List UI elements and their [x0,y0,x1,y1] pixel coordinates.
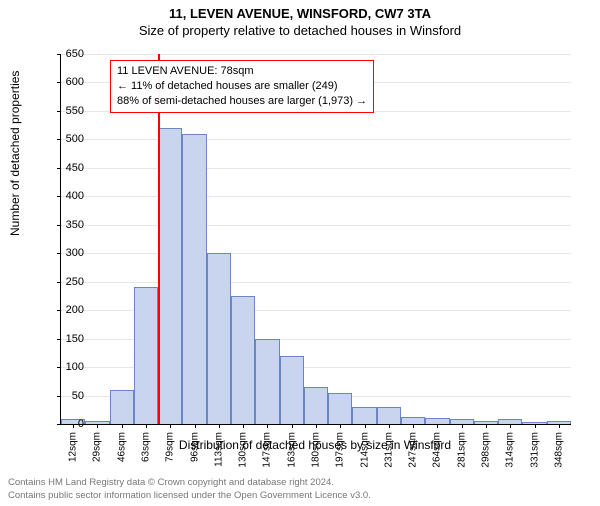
xtick-mark [486,424,487,428]
ytick-label: 350 [44,219,84,231]
annotation-box: 11 LEVEN AVENUE: 78sqm ← 11% of detached… [110,60,374,113]
histogram-bar [134,287,158,424]
xtick-mark [535,424,536,428]
gridline [61,225,571,226]
ytick-label: 50 [44,390,84,402]
ytick-label: 550 [44,105,84,117]
histogram-bar [231,296,255,424]
ytick-label: 400 [44,190,84,202]
xtick-mark [243,424,244,428]
chart-container: 11, LEVEN AVENUE, WINSFORD, CW7 3TA Size… [0,6,600,506]
gridline [61,282,571,283]
xtick-mark [316,424,317,428]
ytick-label: 600 [44,76,84,88]
xtick-mark [365,424,366,428]
histogram-bar [401,417,425,424]
gridline [61,168,571,169]
title-subtitle: Size of property relative to detached ho… [0,23,600,38]
xtick-mark [292,424,293,428]
histogram-bar [352,407,376,424]
x-axis-label: Distribution of detached houses by size … [60,438,570,452]
histogram-bar [158,128,182,424]
footer-attribution: Contains HM Land Registry data © Crown c… [8,477,371,502]
histogram-bar [207,253,231,424]
histogram-bar [182,134,206,424]
ytick-label: 450 [44,162,84,174]
xtick-mark [219,424,220,428]
xtick-mark [559,424,560,428]
xtick-mark [195,424,196,428]
title-address: 11, LEVEN AVENUE, WINSFORD, CW7 3TA [0,6,600,21]
xtick-mark [340,424,341,428]
xtick-mark [97,424,98,428]
xtick-mark [413,424,414,428]
xtick-mark [389,424,390,428]
plot-area: 12sqm29sqm46sqm63sqm79sqm96sqm113sqm130s… [60,54,570,424]
gridline [61,196,571,197]
ytick-label: 0 [44,418,84,430]
ytick-label: 650 [44,48,84,60]
footer-line1: Contains HM Land Registry data © Crown c… [8,477,371,489]
gridline [61,54,571,55]
ytick-label: 150 [44,333,84,345]
xtick-mark [267,424,268,428]
xtick-mark [437,424,438,428]
histogram-bar [255,339,279,424]
y-axis-label: Number of detached properties [8,71,22,236]
footer-line2: Contains public sector information licen… [8,490,371,502]
ytick-label: 250 [44,276,84,288]
xtick-mark [122,424,123,428]
gridline [61,253,571,254]
ytick-label: 300 [44,247,84,259]
gridline [61,139,571,140]
xtick-mark [462,424,463,428]
annotation-line3: 88% of semi-detached houses are larger (… [117,94,367,109]
ytick-label: 500 [44,133,84,145]
xtick-mark [170,424,171,428]
annotation-line2: ← 11% of detached houses are smaller (24… [117,79,367,94]
histogram-bar [304,387,328,424]
xtick-mark [146,424,147,428]
histogram-bar [110,390,134,424]
histogram-bar [328,393,352,424]
histogram-bar [377,407,401,424]
ytick-label: 200 [44,304,84,316]
histogram-bar [280,356,304,424]
xtick-mark [510,424,511,428]
annotation-line1: 11 LEVEN AVENUE: 78sqm [117,64,367,79]
ytick-label: 100 [44,361,84,373]
